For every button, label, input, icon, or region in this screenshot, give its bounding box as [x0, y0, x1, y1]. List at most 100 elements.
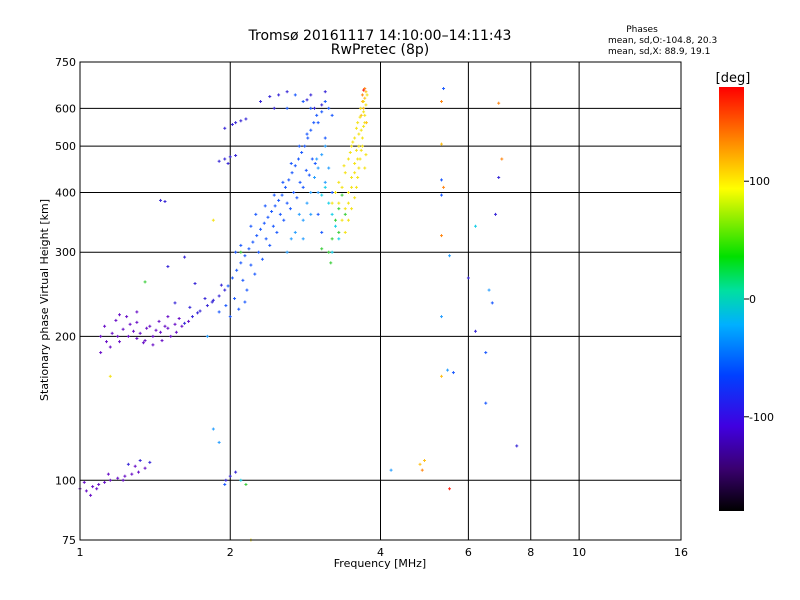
data-point — [363, 113, 367, 117]
data-point — [359, 148, 363, 152]
data-point — [228, 315, 232, 319]
data-point — [259, 227, 263, 231]
colorbar-tick-label: 100 — [749, 175, 770, 188]
data-point — [223, 157, 227, 161]
data-point — [275, 230, 279, 234]
data-point — [173, 301, 177, 305]
data-point — [363, 96, 367, 100]
colorbar-tick-label: -100 — [749, 411, 774, 424]
data-point — [343, 207, 347, 211]
data-point — [446, 368, 450, 372]
data-point — [151, 334, 155, 338]
data-point — [337, 237, 341, 241]
data-point — [358, 115, 362, 119]
data-point — [354, 148, 358, 152]
grid-lines — [80, 62, 681, 540]
data-point — [422, 458, 426, 462]
data-point — [133, 464, 137, 468]
data-point — [360, 100, 364, 104]
data-point — [166, 315, 170, 319]
data-point — [320, 230, 324, 234]
data-point — [359, 128, 363, 132]
data-point — [327, 166, 331, 170]
data-point — [253, 272, 257, 276]
data-point — [239, 119, 243, 123]
data-point — [418, 462, 422, 466]
data-point — [188, 305, 192, 309]
data-point — [260, 257, 264, 261]
data-point — [270, 210, 274, 214]
data-point — [333, 218, 337, 222]
data-point — [451, 371, 455, 375]
data-point — [217, 310, 221, 314]
data-point — [320, 193, 324, 197]
data-point — [249, 263, 253, 267]
data-point — [320, 110, 324, 114]
data-point — [442, 185, 446, 189]
data-point — [484, 351, 488, 355]
data-point — [348, 150, 352, 154]
data-point — [163, 324, 167, 328]
data-point — [350, 175, 354, 179]
data-point — [245, 288, 249, 292]
data-point — [159, 198, 163, 202]
data-point — [228, 474, 232, 478]
data-point — [193, 282, 197, 286]
data-point — [198, 309, 202, 313]
data-point — [249, 224, 253, 228]
data-point — [239, 243, 243, 247]
data-point — [103, 324, 107, 328]
data-point — [315, 113, 319, 117]
data-point — [280, 193, 284, 197]
data-point — [106, 472, 110, 476]
data-point — [243, 254, 247, 258]
data-point — [130, 472, 134, 476]
data-point — [237, 307, 241, 311]
data-point — [362, 106, 366, 110]
data-point — [330, 250, 334, 254]
data-point — [363, 87, 367, 91]
data-point — [118, 313, 122, 317]
data-point — [337, 180, 341, 184]
data-point — [362, 110, 366, 114]
data-point — [259, 100, 263, 104]
data-point — [327, 106, 331, 110]
data-point — [226, 284, 230, 288]
data-point — [233, 297, 237, 301]
data-point — [440, 234, 444, 238]
data-point — [166, 326, 170, 330]
data-point — [84, 489, 88, 493]
data-point — [420, 468, 424, 472]
data-point — [203, 297, 207, 301]
data-point — [337, 201, 341, 205]
x-tick-label: 4 — [377, 546, 384, 559]
data-point — [281, 180, 285, 184]
data-point — [166, 265, 170, 269]
data-point — [357, 132, 361, 136]
data-point — [292, 190, 296, 194]
y-tick-label: 100 — [55, 474, 76, 487]
data-point — [353, 161, 357, 165]
data-point — [239, 261, 243, 265]
colorbar-ticks: 100 0 -100 — [744, 175, 774, 424]
data-point — [448, 254, 452, 258]
data-point — [356, 157, 360, 161]
data-point — [330, 190, 334, 194]
stats-line-o: mean, sd,O:-104.8, 20.3 — [608, 36, 717, 46]
data-point — [337, 207, 341, 211]
data-point — [497, 101, 501, 105]
data-point — [500, 157, 504, 161]
data-point — [283, 185, 287, 189]
data-point — [442, 87, 446, 91]
stats-line-x: mean, sd,X: 88.9, 19.1 — [608, 47, 710, 57]
data-point — [301, 100, 305, 104]
data-point — [309, 212, 313, 216]
data-point — [323, 144, 327, 148]
data-point — [340, 218, 344, 222]
data-point — [494, 212, 498, 216]
data-point — [121, 327, 125, 331]
data-point — [118, 340, 122, 344]
data-point — [287, 178, 291, 182]
data-point — [316, 212, 320, 216]
data-point — [163, 200, 167, 204]
